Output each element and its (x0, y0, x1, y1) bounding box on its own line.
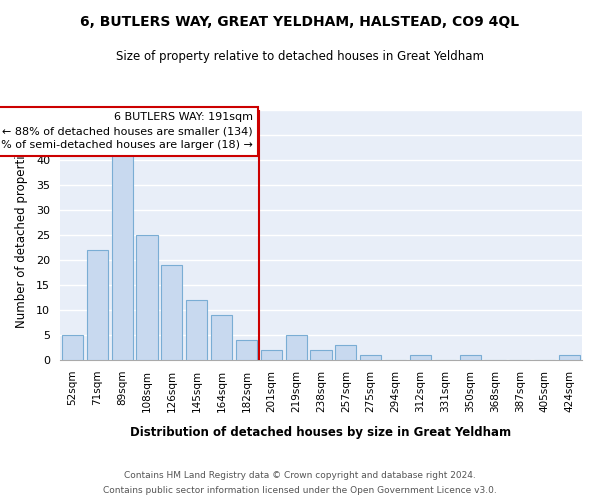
Text: Contains public sector information licensed under the Open Government Licence v3: Contains public sector information licen… (103, 486, 497, 495)
Bar (286, 335, 307, 360)
Bar (559, 355, 580, 360)
X-axis label: Distribution of detached houses by size in Great Yeldham: Distribution of detached houses by size … (130, 426, 512, 438)
Y-axis label: Number of detached properties: Number of detached properties (15, 142, 28, 328)
Bar (161, 265, 182, 360)
Text: Size of property relative to detached houses in Great Yeldham: Size of property relative to detached ho… (116, 50, 484, 63)
Bar (136, 235, 158, 360)
Bar (310, 350, 332, 360)
Text: 6, BUTLERS WAY, GREAT YELDHAM, HALSTEAD, CO9 4QL: 6, BUTLERS WAY, GREAT YELDHAM, HALSTEAD,… (80, 15, 520, 29)
Bar (186, 300, 207, 360)
Text: 6 BUTLERS WAY: 191sqm
← 88% of detached houses are smaller (134)
12% of semi-det: 6 BUTLERS WAY: 191sqm ← 88% of detached … (0, 112, 253, 150)
Bar (335, 345, 356, 360)
Bar (236, 340, 257, 360)
Bar (460, 355, 481, 360)
Bar (211, 315, 232, 360)
Bar (87, 250, 108, 360)
Bar (360, 355, 381, 360)
Bar (112, 155, 133, 360)
Text: Contains HM Land Registry data © Crown copyright and database right 2024.: Contains HM Land Registry data © Crown c… (124, 471, 476, 480)
Bar (62, 335, 83, 360)
Bar (261, 350, 282, 360)
Bar (410, 355, 431, 360)
